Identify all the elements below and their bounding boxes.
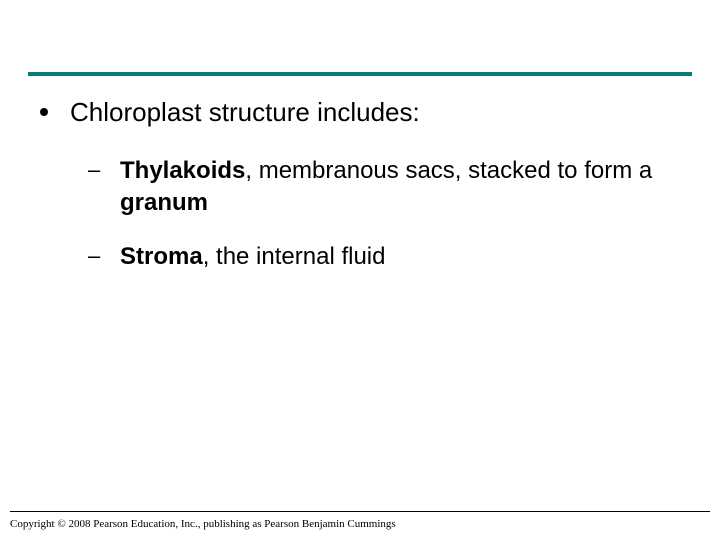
text-run-bold: Stroma — [120, 243, 203, 270]
slide-content: Chloroplast structure includes: – Thylak… — [40, 96, 680, 296]
level2-text: Stroma, the internal fluid — [120, 241, 385, 273]
bullet-level-2: – Thylakoids, membranous sacs, stacked t… — [88, 155, 680, 220]
text-run: , the internal fluid — [203, 243, 386, 270]
bullet-level-2: – Stroma, the internal fluid — [88, 241, 680, 273]
level2-text: Thylakoids, membranous sacs, stacked to … — [120, 155, 680, 220]
slide-root: Chloroplast structure includes: – Thylak… — [0, 0, 720, 540]
copyright-text: Copyright © 2008 Pearson Education, Inc.… — [10, 518, 396, 530]
text-run-bold: granum — [120, 189, 208, 216]
top-horizontal-rule — [28, 72, 692, 76]
bullet-dot-icon — [40, 108, 48, 116]
text-run: , membranous sacs, stacked to form a — [245, 157, 652, 184]
dash-icon: – — [88, 241, 102, 271]
level1-text: Chloroplast structure includes: — [70, 96, 420, 129]
bottom-horizontal-rule — [10, 511, 710, 512]
dash-icon: – — [88, 155, 102, 185]
bullet-level-1: Chloroplast structure includes: — [40, 96, 680, 129]
text-run-bold: Thylakoids — [120, 157, 245, 184]
